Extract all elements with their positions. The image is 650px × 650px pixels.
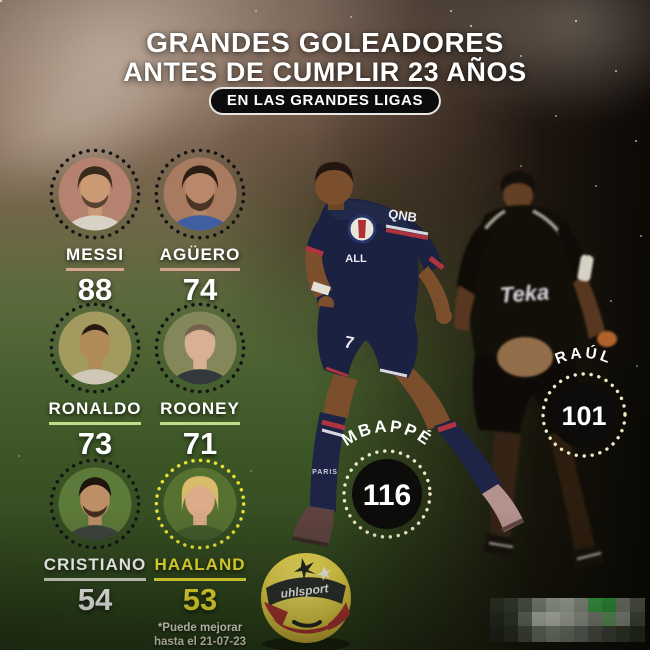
player-goals: 74 bbox=[182, 272, 218, 307]
psg-short-number: 7 bbox=[343, 332, 356, 353]
mbappe-photo: QNB ALL 7 PARIS bbox=[291, 162, 524, 547]
captain-armband bbox=[577, 254, 594, 282]
raul-stat-svg: RAÚL 101 bbox=[541, 344, 627, 458]
stat-circle bbox=[551, 382, 617, 448]
player-photo-cristiano bbox=[49, 458, 141, 550]
mbappe-name: MBAPPÉ bbox=[338, 417, 433, 450]
psg-chest-sponsor: ALL bbox=[345, 253, 367, 265]
player-name: HAALAND bbox=[154, 555, 246, 581]
player-goals: 73 bbox=[77, 426, 113, 461]
player-card-ronaldo: RONALDO 73 bbox=[35, 300, 155, 461]
ball: uhlsport bbox=[261, 553, 351, 650]
player-photo-ronaldo bbox=[49, 302, 141, 394]
raul-body bbox=[454, 171, 617, 569]
background-specks bbox=[0, 0, 2, 2]
player-goals: 53 bbox=[182, 582, 218, 617]
player-name: AGÜERO bbox=[159, 245, 241, 271]
player-photo-haaland bbox=[154, 458, 246, 550]
svg-text:RAÚL: RAÚL bbox=[553, 344, 616, 368]
player-card-cristiano: CRISTIANO 54 bbox=[35, 456, 155, 617]
raul-goals: 101 bbox=[561, 401, 606, 431]
player-card-rooney: ROONEY 71 bbox=[140, 300, 260, 461]
dotted-ring bbox=[342, 449, 432, 539]
player-photo-messi bbox=[49, 148, 141, 240]
footnote-line2: hasta el 21-07-23 bbox=[153, 635, 247, 648]
page-title-line2: ANTES DE CUMPLIR 23 AÑOS bbox=[123, 57, 527, 87]
player-photo-rooney bbox=[154, 302, 246, 394]
player-goals: 88 bbox=[77, 272, 113, 307]
player-card-haaland: HAALAND 53 *Puede mejorar hasta el 21-07… bbox=[140, 456, 260, 649]
player-name: MESSI bbox=[66, 245, 124, 271]
footnote-line1: *Puede mejorar bbox=[157, 621, 243, 634]
raul-shirt-sponsor: Teka bbox=[499, 279, 550, 307]
player-name: RONALDO bbox=[48, 399, 142, 425]
player-goals: 71 bbox=[182, 426, 218, 461]
raul-name: RAÚL bbox=[553, 344, 613, 368]
player-card-aguero: AGÜERO 74 bbox=[140, 146, 260, 307]
dotted-ring bbox=[541, 372, 627, 458]
mbappe-stat-svg: MBAPPÉ 116 bbox=[338, 417, 436, 539]
player-card-messi: MESSI 88 bbox=[35, 146, 155, 307]
raul-photo: Teka bbox=[454, 171, 617, 569]
player-photo-aguero bbox=[154, 148, 246, 240]
svg-text:MBAPPÉ: MBAPPÉ bbox=[338, 417, 436, 450]
player-name: CRISTIANO bbox=[43, 555, 147, 581]
mbappe-stat-badge: MBAPPÉ 116 bbox=[307, 410, 467, 585]
psg-sock-text: PARIS bbox=[312, 469, 338, 476]
page-title-line1: GRANDES GOLEADORES bbox=[146, 27, 504, 58]
mbappe-body bbox=[291, 162, 524, 547]
player-name: ROONEY bbox=[160, 399, 240, 425]
mbappe-goals: 116 bbox=[363, 479, 411, 512]
stat-circle bbox=[352, 459, 422, 529]
raul-stat-badge: RAÚL 101 bbox=[514, 344, 650, 499]
player-goals: 54 bbox=[77, 582, 113, 617]
ball-brand-text: uhlsport bbox=[280, 581, 330, 601]
censored-watermark bbox=[490, 598, 645, 642]
psg-sleeve-sponsor: QNB bbox=[387, 206, 418, 225]
haaland-footnote: *Puede mejorar hasta el 21-07-23 bbox=[140, 621, 260, 650]
league-badge: EN LAS GRANDES LIGAS bbox=[208, 87, 442, 115]
psg-crest bbox=[347, 214, 377, 244]
